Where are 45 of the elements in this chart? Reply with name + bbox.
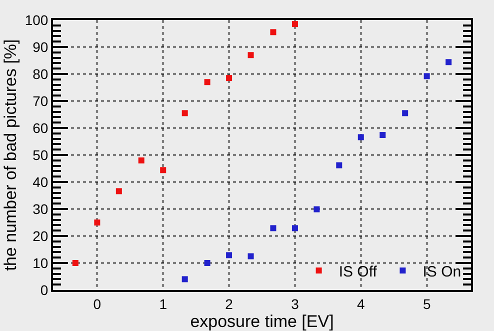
point <box>270 225 276 232</box>
legend-label: IS Off <box>338 263 378 280</box>
point <box>138 157 144 164</box>
y-tick-label: 0 <box>40 282 48 298</box>
y-tick-label: 70 <box>32 92 48 109</box>
point <box>248 52 254 58</box>
y-axis-title: the number of bad pictures [%] <box>0 39 20 271</box>
y-tick-label: 10 <box>32 254 48 271</box>
point <box>204 260 210 266</box>
point <box>182 110 188 116</box>
point <box>72 260 78 266</box>
x-tick-label: 0 <box>93 296 102 312</box>
point <box>226 252 232 258</box>
point <box>204 79 210 86</box>
x-tick-label: 4 <box>357 296 365 312</box>
point <box>182 276 188 282</box>
x-tick-label: 5 <box>422 296 431 312</box>
x-tick-label: 1 <box>159 296 168 312</box>
point <box>292 21 298 28</box>
point <box>402 110 408 116</box>
legend-label: IS On <box>422 263 462 280</box>
point <box>94 220 100 226</box>
point <box>336 162 342 168</box>
point <box>226 75 232 82</box>
y-tick-label: 90 <box>32 38 48 55</box>
y-tick-label: 60 <box>32 120 48 136</box>
point <box>446 59 452 66</box>
x-axis-title: exposure time [EV] <box>190 312 334 331</box>
x-tick-label: 3 <box>291 296 300 312</box>
point <box>292 225 298 232</box>
y-tick-label: 20 <box>32 228 48 244</box>
point <box>380 132 386 138</box>
y-tick-label: 40 <box>32 174 48 190</box>
point <box>116 188 122 194</box>
point <box>358 134 364 140</box>
point <box>248 253 254 260</box>
x-tick-label: 2 <box>225 296 234 312</box>
y-tick-label: 100 <box>24 12 48 28</box>
point <box>424 73 430 80</box>
y-tick-label: 50 <box>32 146 48 163</box>
point <box>314 206 320 212</box>
point <box>160 167 166 174</box>
point <box>270 29 276 36</box>
y-tick-label: 30 <box>32 200 48 217</box>
y-tick-label: 80 <box>32 66 48 82</box>
